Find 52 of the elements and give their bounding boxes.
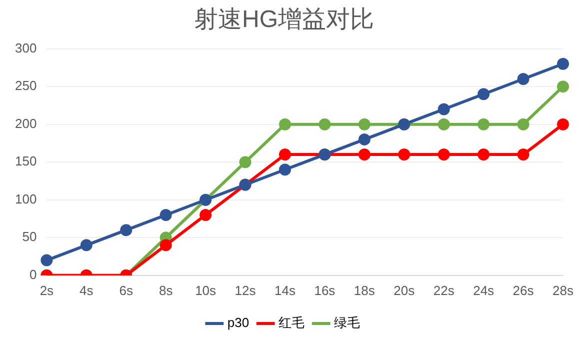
point xyxy=(557,80,569,93)
point xyxy=(517,73,530,86)
y-tick-label: 50 xyxy=(22,229,37,244)
point xyxy=(438,118,450,130)
point xyxy=(278,164,291,176)
x-tick-label: 22s xyxy=(433,282,455,298)
x-tick-label: 4s xyxy=(80,282,94,298)
point xyxy=(358,148,370,161)
point xyxy=(478,88,490,100)
x-tick-label: 18s xyxy=(354,282,376,298)
x-tick-label: 6s xyxy=(119,282,134,298)
y-tick-label: 100 xyxy=(14,191,37,206)
x-tick-label: 10s xyxy=(195,282,217,298)
x-tick-label: 26s xyxy=(512,282,534,298)
point xyxy=(438,103,450,116)
x-tick-label: 24s xyxy=(473,282,495,298)
y-tick-label: 200 xyxy=(14,116,37,131)
point xyxy=(80,239,92,252)
point xyxy=(557,118,569,130)
point xyxy=(200,208,212,221)
point xyxy=(318,118,331,130)
y-tick-label: 300 xyxy=(14,40,37,56)
legend-label: p30 xyxy=(227,315,250,330)
x-tick-label: 28s xyxy=(552,282,574,298)
x-tick-label: 12s xyxy=(234,282,256,298)
x-tick-label: 20s xyxy=(394,282,416,298)
point xyxy=(239,156,252,168)
point xyxy=(278,148,291,161)
point xyxy=(478,118,490,130)
y-tick-label: 0 xyxy=(29,266,37,282)
point xyxy=(358,133,370,146)
x-tick-label: 8s xyxy=(158,282,174,298)
legend-label: 绿毛 xyxy=(334,315,360,330)
point xyxy=(478,148,490,161)
point xyxy=(517,118,530,130)
point xyxy=(398,148,410,161)
x-tick-label: 16s xyxy=(314,282,336,298)
point xyxy=(358,118,370,130)
point xyxy=(160,239,172,252)
point xyxy=(517,148,530,161)
x-tick-label: 2s xyxy=(40,282,54,298)
point xyxy=(120,224,132,236)
legend-label: 红毛 xyxy=(278,315,305,330)
y-tick-label: 250 xyxy=(14,78,37,94)
point xyxy=(40,254,53,266)
y-tick-label: 150 xyxy=(14,154,37,169)
point xyxy=(557,58,569,70)
chart-title: 射速HG增益对比 xyxy=(194,6,374,34)
point xyxy=(160,208,172,221)
x-tick-label: 14s xyxy=(274,282,296,298)
point xyxy=(278,118,291,130)
point xyxy=(438,148,450,161)
